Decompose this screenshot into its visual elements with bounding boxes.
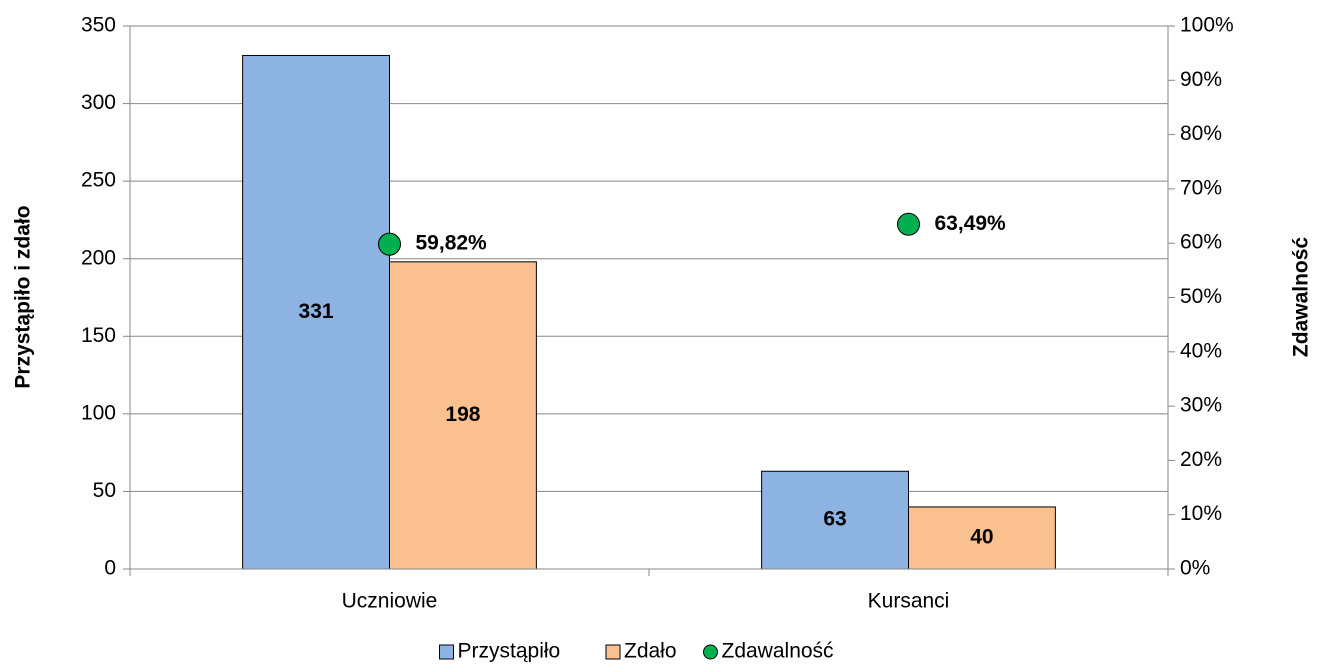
y-tick-label: 200 [81, 246, 116, 269]
legend-swatch [439, 644, 454, 660]
y-tick-label: 350 [81, 14, 116, 37]
scatter-point [897, 212, 920, 236]
y2-tick-label: 90% [1180, 68, 1222, 91]
y-axis-title: Przystąpiło i zdało [12, 205, 35, 388]
legend-label: Zdawalność [722, 640, 834, 663]
legend-swatch [605, 644, 621, 660]
y2-tick-label: 70% [1180, 176, 1222, 199]
bar [908, 506, 1056, 570]
data-label: 40 [970, 526, 993, 549]
y-tick-label: 250 [81, 169, 116, 192]
y-tick-label: 50 [93, 479, 116, 502]
y-tick-label: 100 [81, 401, 116, 424]
data-label: 63,49% [935, 212, 1007, 235]
y2-tick-label: 10% [1180, 502, 1222, 525]
data-label: 59,82% [416, 232, 488, 255]
y2-tick-label: 60% [1180, 231, 1222, 254]
data-label: 198 [445, 403, 480, 426]
data-label: 331 [299, 300, 334, 323]
y2-tick-label: 80% [1180, 122, 1222, 145]
x-tick-label: Kursanci [868, 590, 950, 613]
y2-tick-label: 30% [1180, 394, 1222, 417]
y-tick-label: 0 [104, 557, 116, 580]
y2-tick-label: 0% [1180, 557, 1210, 580]
data-label: 63 [823, 508, 846, 531]
scatter-point [378, 232, 401, 256]
y2-axis-title: Zdawalność [1290, 237, 1313, 358]
y2-tick-label: 50% [1180, 285, 1222, 308]
legend-label: Przystąpiło [458, 640, 561, 663]
y-tick-label: 150 [81, 324, 116, 347]
legend-label: Zdało [624, 640, 677, 663]
y2-tick-label: 20% [1180, 448, 1222, 471]
x-tick-label: Uczniowie [342, 590, 438, 613]
bar [242, 54, 390, 570]
bar [389, 261, 537, 570]
legend-marker [703, 644, 718, 660]
y2-tick-label: 40% [1180, 339, 1222, 362]
y-tick-label: 300 [81, 91, 116, 114]
y2-tick-label: 100% [1180, 14, 1234, 37]
